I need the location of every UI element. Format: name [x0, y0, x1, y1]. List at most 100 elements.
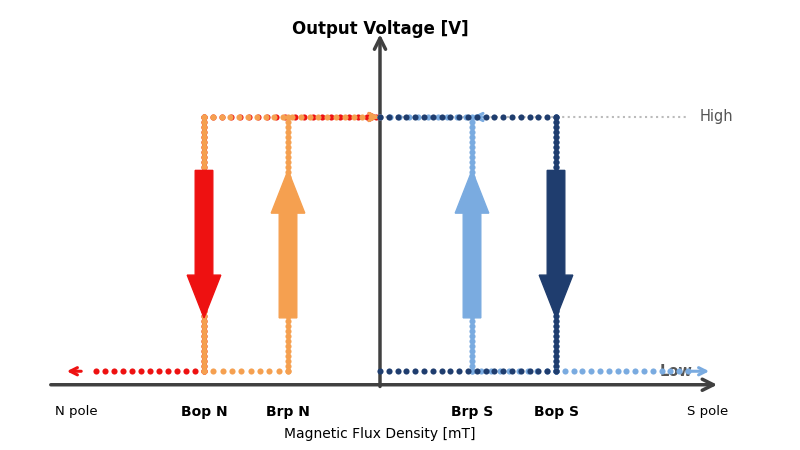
Point: [198, 368, 210, 375]
Point: [282, 323, 294, 330]
Point: [198, 133, 210, 140]
Point: [646, 368, 659, 375]
Point: [198, 113, 210, 121]
Point: [347, 113, 360, 121]
Point: [233, 113, 246, 121]
Point: [466, 143, 478, 150]
Point: [550, 323, 562, 330]
Point: [259, 113, 272, 121]
Point: [523, 113, 536, 121]
Point: [514, 368, 527, 375]
Point: [198, 338, 210, 345]
Point: [466, 318, 478, 325]
Point: [594, 368, 606, 375]
Point: [418, 113, 430, 121]
Point: [550, 358, 562, 365]
Point: [282, 263, 294, 270]
Point: [550, 318, 562, 325]
Point: [462, 113, 474, 121]
Point: [550, 263, 562, 270]
Point: [282, 223, 294, 230]
Point: [198, 198, 210, 205]
Point: [466, 128, 478, 135]
Point: [198, 208, 210, 215]
Point: [532, 368, 545, 375]
Point: [550, 213, 562, 220]
Point: [462, 368, 474, 375]
Point: [550, 133, 562, 140]
Point: [550, 118, 562, 126]
Point: [409, 368, 422, 375]
Point: [282, 113, 294, 121]
Point: [470, 368, 483, 375]
Point: [288, 113, 301, 121]
Point: [198, 218, 210, 225]
Point: [198, 168, 210, 176]
Point: [282, 333, 294, 340]
Point: [466, 183, 478, 190]
Point: [391, 113, 404, 121]
Point: [198, 203, 210, 210]
Point: [282, 183, 294, 190]
Point: [198, 183, 210, 190]
Point: [198, 258, 210, 265]
Point: [294, 113, 307, 121]
Point: [144, 368, 157, 375]
Point: [198, 158, 210, 166]
Point: [444, 113, 457, 121]
Point: [550, 288, 562, 295]
Point: [324, 113, 337, 121]
Point: [282, 343, 294, 350]
Point: [550, 173, 562, 180]
Point: [550, 193, 562, 200]
Point: [550, 283, 562, 290]
Point: [550, 358, 562, 365]
Point: [541, 368, 554, 375]
Point: [466, 293, 478, 300]
Point: [356, 113, 369, 121]
Point: [550, 128, 562, 135]
Point: [466, 248, 478, 255]
Point: [426, 368, 439, 375]
Point: [550, 123, 562, 130]
Point: [611, 368, 624, 375]
Point: [550, 368, 562, 375]
Point: [550, 263, 562, 270]
Point: [198, 313, 210, 320]
Point: [370, 113, 382, 121]
Point: [550, 113, 562, 121]
Point: [282, 163, 294, 171]
Point: [466, 113, 478, 121]
Point: [198, 283, 210, 290]
Point: [550, 228, 562, 235]
Point: [198, 233, 210, 240]
Point: [198, 313, 210, 320]
Point: [198, 283, 210, 290]
Point: [198, 163, 210, 171]
Point: [550, 153, 562, 161]
Point: [198, 193, 210, 200]
Point: [466, 193, 478, 200]
Point: [550, 293, 562, 300]
Point: [466, 203, 478, 210]
Point: [170, 368, 183, 375]
Point: [198, 118, 210, 126]
Point: [550, 348, 562, 355]
Point: [198, 338, 210, 345]
Point: [198, 188, 210, 195]
Point: [466, 228, 478, 235]
Point: [321, 113, 334, 121]
Point: [198, 323, 210, 330]
Point: [550, 318, 562, 325]
Point: [282, 283, 294, 290]
Point: [198, 298, 210, 305]
Point: [391, 368, 404, 375]
Point: [282, 368, 294, 375]
Point: [523, 368, 536, 375]
Point: [550, 308, 562, 315]
Point: [550, 208, 562, 215]
Point: [466, 358, 478, 365]
Point: [402, 113, 415, 121]
Point: [466, 323, 478, 330]
Point: [198, 288, 210, 295]
